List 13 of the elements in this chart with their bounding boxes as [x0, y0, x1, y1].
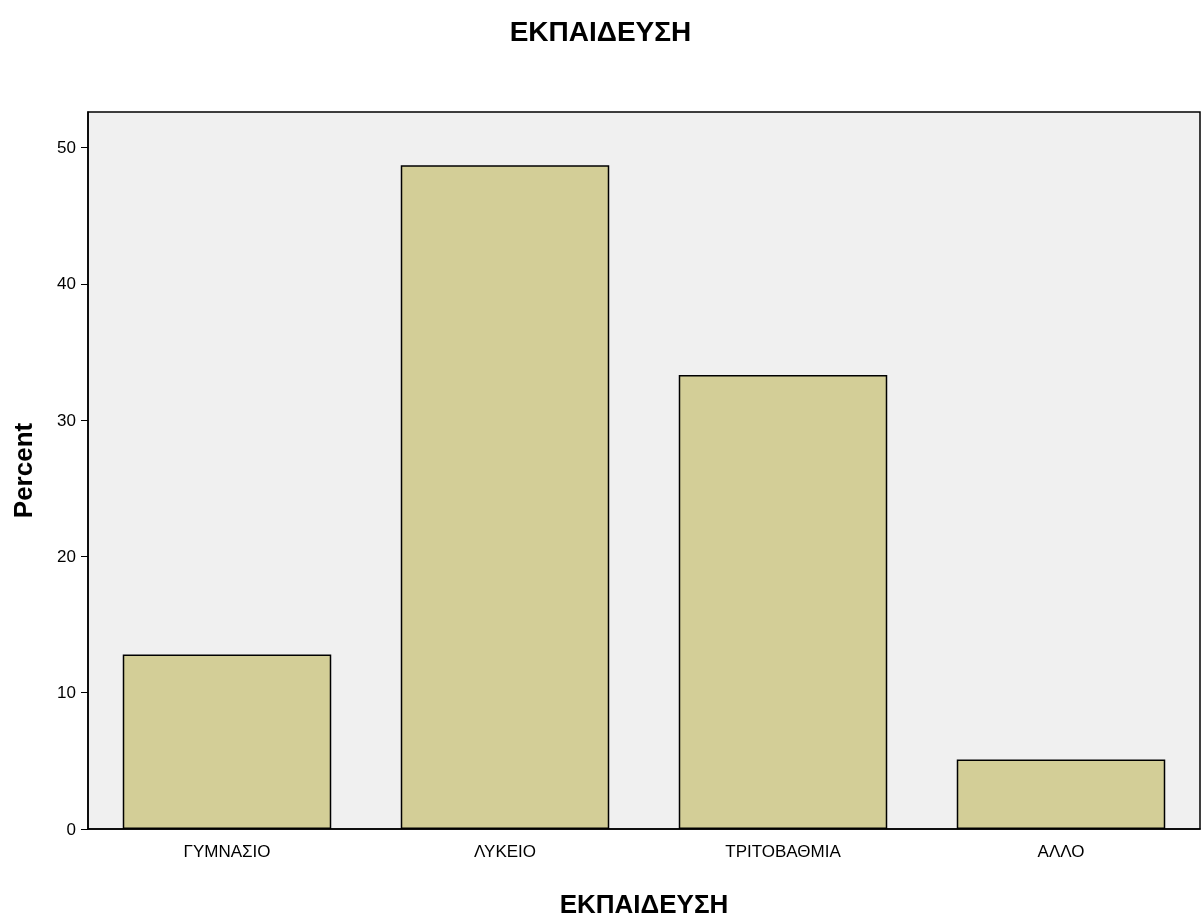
y-tick-label: 10	[57, 683, 76, 703]
chart-title: ΕΚΠΑΙΔΕΥΣΗ	[509, 15, 692, 47]
y-tick-label: 20	[57, 546, 76, 566]
x-axis-title: ΕΚΠΑΙΔΕΥΣΗ	[559, 889, 729, 919]
y-tick-label: 40	[57, 274, 76, 294]
x-tick-label: ΓΥΜΝΑΣΙΟ	[183, 842, 271, 861]
x-tick-label: ΤΡΙΤΟΒΑΘΜΙΑ	[725, 842, 842, 861]
y-tick-label: 30	[57, 410, 76, 430]
x-tick-label: ΑΛΛΟ	[1037, 842, 1085, 861]
y-axis-title: Percent	[8, 422, 38, 519]
y-tick-label: 0	[66, 819, 76, 839]
x-tick-label: ΛΥΚΕΙΟ	[473, 842, 537, 861]
y-tick-label: 50	[57, 137, 76, 157]
